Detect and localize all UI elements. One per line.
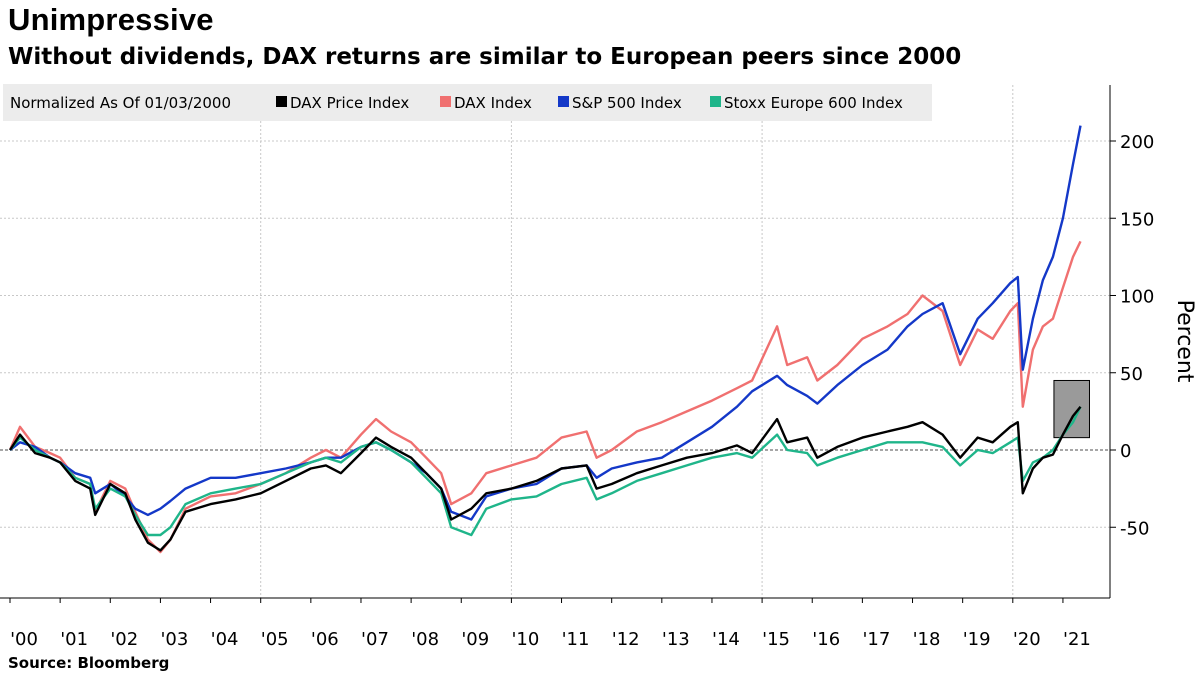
x-tick-label: '11 xyxy=(562,629,590,650)
legend-swatch-dax-price-index xyxy=(276,96,287,107)
series-line-dax-price-index xyxy=(8,405,1082,552)
legend-background xyxy=(3,84,932,121)
series-line-s-p-500-index xyxy=(9,125,1082,521)
x-tick-label: '10 xyxy=(511,629,539,650)
x-tick-label: '05 xyxy=(261,629,289,650)
x-tick-label: '13 xyxy=(662,629,690,650)
axes: 200 150 100 50 0 -50 '00 '01 '02 '03 '04 '05 '06 '07 '… xyxy=(0,85,1154,650)
x-tick-label: '02 xyxy=(110,629,138,650)
legend-swatch-dax-index xyxy=(440,96,451,107)
x-tick-label: '08 xyxy=(411,629,439,650)
x-tick-label: '15 xyxy=(762,629,790,650)
x-tick-label: '17 xyxy=(862,629,890,650)
legend-label-dax-price-index: DAX Price Index xyxy=(290,94,409,112)
legend-label-s-p-500-index: S&P 500 Index xyxy=(572,94,682,112)
x-tick-label: '03 xyxy=(160,629,188,650)
series-line-stoxx-europe-600-index xyxy=(9,406,1082,537)
x-tick-label: '07 xyxy=(361,629,389,650)
series-lines xyxy=(8,125,1082,554)
y-tick-label: -50 xyxy=(1120,518,1149,539)
legend-swatch-s-p-500-index xyxy=(558,96,569,107)
y-axis-label: Percent xyxy=(1172,300,1197,383)
x-tick-label: '09 xyxy=(461,629,489,650)
legend-swatch-stoxx-europe-600-index xyxy=(710,96,721,107)
grid-lines xyxy=(0,85,1110,598)
x-tick-label: '20 xyxy=(1013,629,1041,650)
x-tick-label: '18 xyxy=(913,629,941,650)
y-tick-label: 200 xyxy=(1120,132,1154,153)
y-tick-label: 100 xyxy=(1120,287,1154,308)
y-tick-label: 50 xyxy=(1120,364,1143,385)
highlight-box-layer xyxy=(1053,379,1090,439)
x-tick-label: '21 xyxy=(1063,629,1091,650)
y-tick-label: 150 xyxy=(1120,209,1154,230)
highlight-box xyxy=(1053,379,1090,439)
chart-subtitle: Without dividends, DAX returns are simil… xyxy=(8,44,962,70)
chart-title: Unimpressive xyxy=(8,2,214,37)
x-tick-label: '06 xyxy=(311,629,339,650)
x-tick-label: '16 xyxy=(812,629,840,650)
y-tick-label: 0 xyxy=(1120,441,1131,462)
legend-label-stoxx-europe-600-index: Stoxx Europe 600 Index xyxy=(724,94,903,112)
x-tick-label: '04 xyxy=(211,629,239,650)
legend: Normalized As Of 01/03/2000 DAX Price In… xyxy=(3,84,932,121)
series-line-dax-index xyxy=(8,240,1082,554)
source-note: Source: Bloomberg xyxy=(8,654,170,672)
x-tick-label: '19 xyxy=(963,629,991,650)
x-tick-label: '00 xyxy=(10,629,38,650)
legend-title: Normalized As Of 01/03/2000 xyxy=(10,94,231,112)
legend-label-dax-index: DAX Index xyxy=(454,94,532,112)
x-tick-label: '01 xyxy=(60,629,88,650)
x-tick-label: '12 xyxy=(612,629,640,650)
x-tick-label: '14 xyxy=(712,629,740,650)
